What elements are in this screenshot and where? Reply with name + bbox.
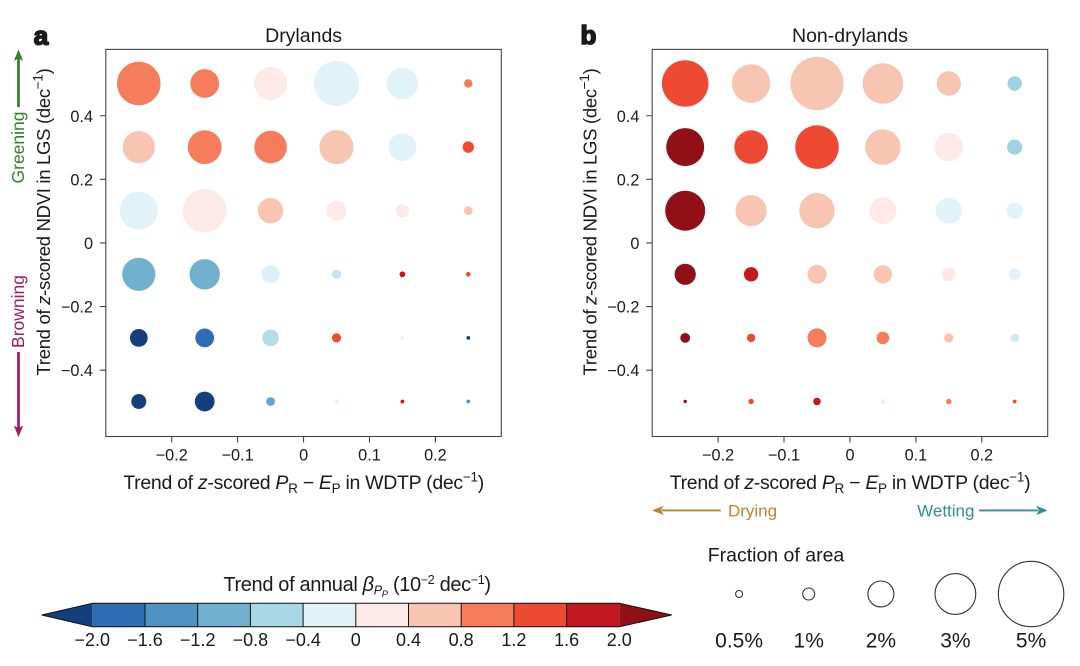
svg-text:Drying: Drying xyxy=(728,502,777,521)
svg-text:−1.2: −1.2 xyxy=(180,630,216,650)
svg-text:0: 0 xyxy=(845,447,854,465)
svg-text:−0.2: −0.2 xyxy=(607,299,639,317)
svg-text:0.2: 0.2 xyxy=(617,171,640,189)
svg-text:−0.4: −0.4 xyxy=(61,362,93,380)
svg-text:Wetting: Wetting xyxy=(917,502,974,521)
svg-text:Trend of z-scored PR − EP in W: Trend of z-scored PR − EP in WDTP (dec−1… xyxy=(123,470,484,496)
svg-text:−0.8: −0.8 xyxy=(233,630,269,650)
svg-text:Non-drylands: Non-drylands xyxy=(792,25,908,47)
svg-text:0: 0 xyxy=(299,447,308,465)
svg-text:Trend of z-scored PR − EP in W: Trend of z-scored PR − EP in WDTP (dec−1… xyxy=(670,470,1031,496)
svg-text:−2.0: −2.0 xyxy=(75,630,111,650)
svg-text:5%: 5% xyxy=(1016,630,1046,653)
svg-text:−0.4: −0.4 xyxy=(285,630,321,650)
svg-text:0.4: 0.4 xyxy=(617,108,640,126)
svg-text:Fraction of area: Fraction of area xyxy=(708,545,845,567)
svg-text:0.4: 0.4 xyxy=(396,630,421,650)
svg-text:0.2: 0.2 xyxy=(70,171,93,189)
svg-text:−0.2: −0.2 xyxy=(61,299,93,317)
svg-text:0.2: 0.2 xyxy=(424,447,447,465)
svg-text:Greening: Greening xyxy=(8,112,28,184)
svg-text:1%: 1% xyxy=(794,630,824,653)
svg-text:2%: 2% xyxy=(866,630,896,653)
svg-text:2.0: 2.0 xyxy=(607,630,632,650)
svg-text:−0.4: −0.4 xyxy=(607,362,639,380)
svg-text:0.8: 0.8 xyxy=(449,630,474,650)
svg-text:0.4: 0.4 xyxy=(70,108,93,126)
svg-text:0.2: 0.2 xyxy=(970,447,993,465)
svg-text:0: 0 xyxy=(84,235,93,253)
svg-text:−0.2: −0.2 xyxy=(156,447,188,465)
svg-text:Browning: Browning xyxy=(8,275,28,348)
svg-text:−0.1: −0.1 xyxy=(768,447,800,465)
svg-text:0: 0 xyxy=(630,235,639,253)
svg-text:−0.1: −0.1 xyxy=(222,447,254,465)
svg-text:−0.2: −0.2 xyxy=(702,447,734,465)
svg-text:−1.6: −1.6 xyxy=(127,630,163,650)
svg-text:0: 0 xyxy=(351,630,361,650)
svg-text:Trend of z-scored NDVI in LGS: Trend of z-scored NDVI in LGS (dec−1) xyxy=(577,68,601,375)
svg-text:0.5%: 0.5% xyxy=(715,630,763,653)
svg-text:0.1: 0.1 xyxy=(358,447,381,465)
svg-text:1.2: 1.2 xyxy=(501,630,526,650)
svg-text:b: b xyxy=(581,20,597,50)
svg-text:Trend of annual βPP (10−2 dec−: Trend of annual βPP (10−2 dec−1) xyxy=(223,573,490,600)
svg-text:a: a xyxy=(34,21,49,51)
svg-text:1.6: 1.6 xyxy=(554,630,579,650)
svg-text:0.1: 0.1 xyxy=(905,447,928,465)
svg-text:Drylands: Drylands xyxy=(265,25,342,47)
svg-text:Trend of z-scored NDVI in LGS: Trend of z-scored NDVI in LGS (dec−1) xyxy=(31,68,55,375)
svg-text:3%: 3% xyxy=(940,630,970,653)
